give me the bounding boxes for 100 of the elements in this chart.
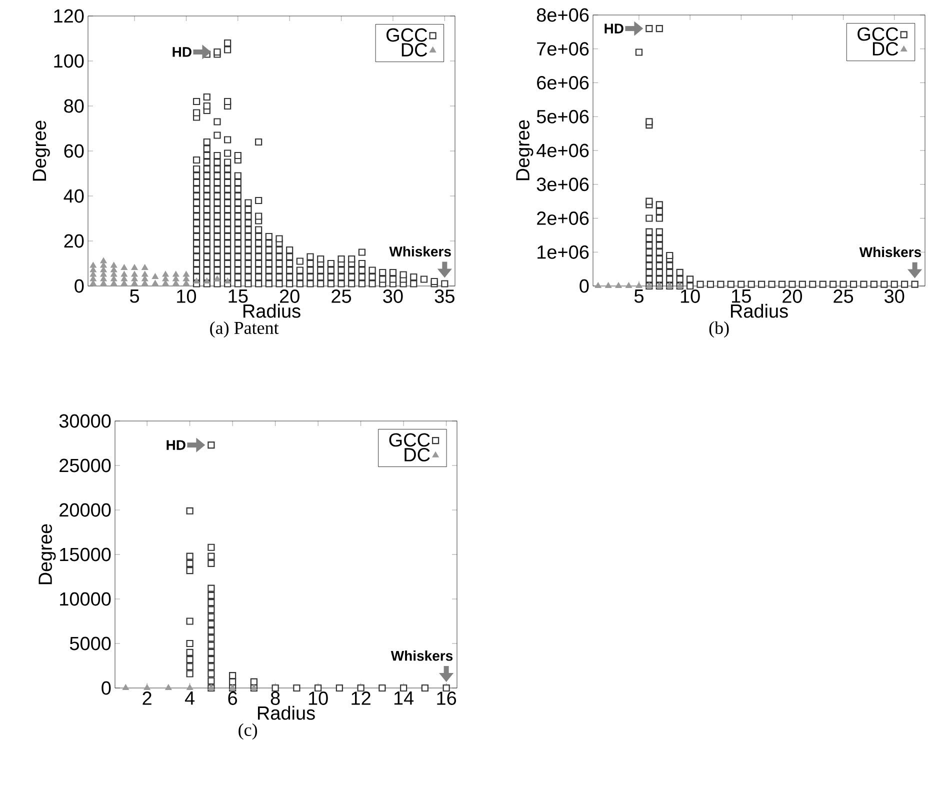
point <box>142 264 148 270</box>
annotation: Whiskers <box>389 246 451 257</box>
x-tick-label: 20 <box>782 290 802 303</box>
point <box>229 672 236 680</box>
x-tick-label: 8 <box>270 692 280 705</box>
y-axis-title: Degree <box>516 120 534 180</box>
point <box>186 566 194 574</box>
x-tick-label: 15 <box>732 290 751 303</box>
point <box>172 276 180 282</box>
x-axis-title: Radius <box>243 304 300 318</box>
point <box>162 280 169 286</box>
point <box>100 258 107 264</box>
point <box>131 280 138 286</box>
x-tick-label: 10 <box>177 290 196 303</box>
point <box>208 613 215 620</box>
x-tick-label: 2 <box>142 692 152 705</box>
y-tick-label: 20 <box>64 234 84 248</box>
y-axis-title: Degree <box>32 120 50 181</box>
x-tick-label: 10 <box>308 692 328 705</box>
y-tick-label: 2e+06 <box>537 212 589 225</box>
point <box>208 592 215 599</box>
point <box>208 663 215 670</box>
x-tick-label: 20 <box>280 290 300 303</box>
point <box>208 599 215 606</box>
point <box>186 670 194 678</box>
legend-label: GCC <box>386 28 428 42</box>
y-tick-label: 15000 <box>60 548 111 562</box>
point <box>293 684 300 692</box>
legend-label: DC <box>402 43 428 57</box>
x-tick-label: 10 <box>680 290 700 303</box>
x-tick-label: 4 <box>184 692 195 705</box>
x-tick-label: 5 <box>634 290 644 303</box>
point <box>183 271 190 277</box>
x-tick-label: 16 <box>437 692 456 705</box>
point <box>142 276 148 282</box>
y-tick-label: 120 <box>54 9 84 23</box>
legend-label: GCC <box>389 433 430 447</box>
y-tick-label: 6e+06 <box>537 76 589 90</box>
point <box>250 678 258 686</box>
annotation: HD <box>166 440 186 450</box>
point <box>208 620 215 628</box>
point <box>142 280 148 286</box>
x-axis-title: Radius <box>258 706 315 720</box>
annotation: Whiskers <box>859 246 922 258</box>
point <box>131 264 138 270</box>
annotation: HD <box>604 24 624 34</box>
point <box>121 264 128 270</box>
y-tick-label: 80 <box>64 99 84 113</box>
point <box>186 684 193 690</box>
point <box>272 684 279 692</box>
text: (c) <box>238 723 258 740</box>
legend-label: GCC <box>858 27 898 41</box>
point <box>208 670 215 678</box>
point <box>100 280 107 286</box>
y-tick-label: 20000 <box>60 503 111 517</box>
x-tick-label: 12 <box>352 692 370 705</box>
x-tick-label: 6 <box>228 692 238 705</box>
point <box>314 684 322 692</box>
point <box>186 560 194 567</box>
point <box>186 640 194 648</box>
point <box>122 684 129 690</box>
y-tick-label: 60 <box>64 144 84 158</box>
point <box>357 684 364 692</box>
point <box>378 684 386 692</box>
point <box>110 262 117 268</box>
point <box>100 266 107 272</box>
point <box>442 684 450 692</box>
point <box>142 271 148 277</box>
x-tick-label: 30 <box>884 290 904 303</box>
point <box>336 684 343 692</box>
legend-label: DC <box>872 42 898 56</box>
y-tick-label: 4e+06 <box>536 144 589 158</box>
point <box>186 552 194 560</box>
x-axis-title: Radius <box>730 304 788 318</box>
point <box>100 276 107 282</box>
y-tick-label: 0 <box>580 279 589 293</box>
legend-label: DC <box>404 448 430 462</box>
point <box>172 280 180 286</box>
point <box>208 656 215 664</box>
y-tick-label: 8e+06 <box>536 8 589 22</box>
point <box>121 271 128 277</box>
point <box>90 262 96 268</box>
y-axis-title: Degree <box>38 524 56 584</box>
y-tick-label: 10000 <box>60 592 111 606</box>
annotation: Whiskers <box>390 650 453 661</box>
point <box>165 684 172 690</box>
point <box>100 271 107 277</box>
y-tick-label: 0 <box>74 279 84 293</box>
text: (a) Patent <box>210 321 279 338</box>
point <box>208 642 215 649</box>
x-tick-label: 30 <box>383 290 403 303</box>
point <box>131 271 138 277</box>
point <box>162 271 169 277</box>
x-tick-label: 25 <box>332 290 352 303</box>
point <box>186 618 194 625</box>
point <box>186 507 194 514</box>
point <box>208 552 215 560</box>
y-tick-label: 5000 <box>70 636 111 650</box>
point <box>208 648 215 656</box>
x-tick-label: 5 <box>130 290 140 303</box>
